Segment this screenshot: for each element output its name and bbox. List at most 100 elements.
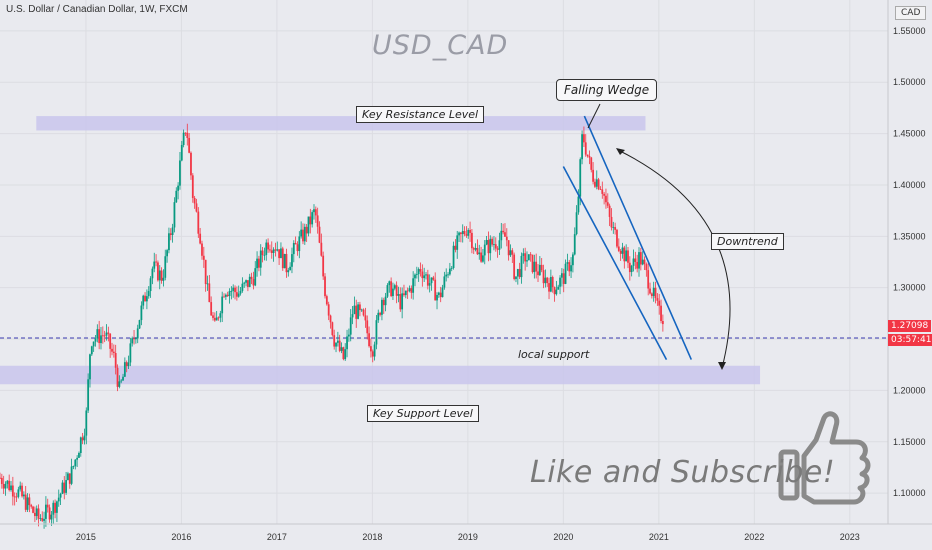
candle-body <box>399 294 402 310</box>
candle-body <box>219 313 222 318</box>
candle-body <box>87 379 90 411</box>
candle-body <box>505 236 508 241</box>
currency-button[interactable]: CAD <box>895 6 927 20</box>
candle-body <box>305 226 308 234</box>
candle-body <box>296 244 299 252</box>
candle-body <box>454 245 457 250</box>
candle-body <box>518 269 521 278</box>
candle-body <box>540 264 543 271</box>
candle-body <box>447 274 449 276</box>
candle-body <box>347 334 350 337</box>
candle-body <box>344 349 347 360</box>
candle-body <box>333 335 336 347</box>
candle-body <box>480 252 482 262</box>
candle-body <box>105 332 108 336</box>
candle-body <box>65 480 68 493</box>
candle-body <box>263 254 266 256</box>
candle-body <box>456 235 459 250</box>
x-tick-label: 2023 <box>840 532 860 542</box>
candle-body <box>327 304 330 316</box>
candle-body <box>320 242 323 256</box>
countdown-tag: 03:57:41 <box>888 334 932 346</box>
candle-body <box>300 229 303 237</box>
candle-body <box>575 212 578 235</box>
candle-body <box>162 277 165 281</box>
y-tick-label: 1.50000 <box>893 77 926 87</box>
candle-body <box>324 276 326 297</box>
candle-body <box>428 283 431 286</box>
candle-body <box>190 152 192 176</box>
candle-body <box>213 317 216 321</box>
candle-body <box>294 243 297 245</box>
candle-body <box>259 250 262 268</box>
candle-body <box>54 502 56 513</box>
candle-body <box>246 280 249 287</box>
candle-body <box>335 342 337 347</box>
candle-body <box>623 247 626 262</box>
candle-body <box>221 296 224 314</box>
candle-body <box>199 233 202 244</box>
key-support-label: Key Support Level <box>367 405 479 422</box>
candle-body <box>11 485 14 497</box>
candle-body <box>153 261 156 269</box>
candle-body <box>375 320 378 345</box>
candle-body <box>78 453 80 458</box>
candle-body <box>206 283 209 285</box>
candle-body <box>59 493 62 498</box>
candle-body <box>281 248 284 269</box>
candle-body <box>52 502 55 515</box>
candle-body <box>379 312 381 315</box>
y-tick-label: 1.20000 <box>893 385 926 395</box>
x-tick-label: 2016 <box>171 532 191 542</box>
candle-body <box>270 250 273 253</box>
candle-body <box>654 287 657 299</box>
candle-body <box>516 269 519 277</box>
candle-body <box>309 216 312 225</box>
candle-body <box>586 154 589 157</box>
candle-body <box>359 304 361 311</box>
candle-body <box>223 296 225 298</box>
wedge-trendline <box>562 166 668 360</box>
downtrend-label: Downtrend <box>711 233 784 250</box>
candle-body <box>116 367 119 387</box>
candle-body <box>526 260 528 262</box>
candle-body <box>630 265 633 273</box>
candle-body <box>500 230 503 241</box>
candle-body <box>625 250 628 262</box>
candle-body <box>636 261 639 269</box>
candle-body <box>210 302 213 316</box>
candle-body <box>67 473 69 481</box>
candle-body <box>138 320 141 329</box>
candle-body <box>621 247 624 254</box>
candle-body <box>30 505 33 507</box>
candle-body <box>26 497 29 510</box>
candle-body <box>564 263 567 284</box>
candle-body <box>289 266 292 271</box>
candle-body <box>6 480 9 484</box>
candle-body <box>417 269 420 275</box>
candle-body <box>329 315 332 323</box>
candle-body <box>388 281 391 286</box>
candle-body <box>254 268 257 286</box>
candle-body <box>17 489 20 497</box>
grid <box>0 0 888 524</box>
y-tick-label: 1.15000 <box>893 437 926 447</box>
candle-body <box>155 261 157 263</box>
local-support-label: local support <box>518 348 590 361</box>
x-tick-label: 2019 <box>458 532 478 542</box>
candle-body <box>595 179 598 187</box>
candle-body <box>151 268 154 279</box>
x-tick-label: 2021 <box>649 532 669 542</box>
candle-body <box>581 134 583 160</box>
candle-body <box>661 321 664 325</box>
candle-body <box>573 234 576 255</box>
candle-body <box>472 248 475 250</box>
candle-body <box>157 262 159 281</box>
candle-body <box>513 254 516 280</box>
candle-body <box>507 240 510 256</box>
candle-body <box>588 156 591 158</box>
candle-body <box>212 315 214 318</box>
candle-body <box>175 190 178 203</box>
arrowhead-top <box>616 148 625 155</box>
